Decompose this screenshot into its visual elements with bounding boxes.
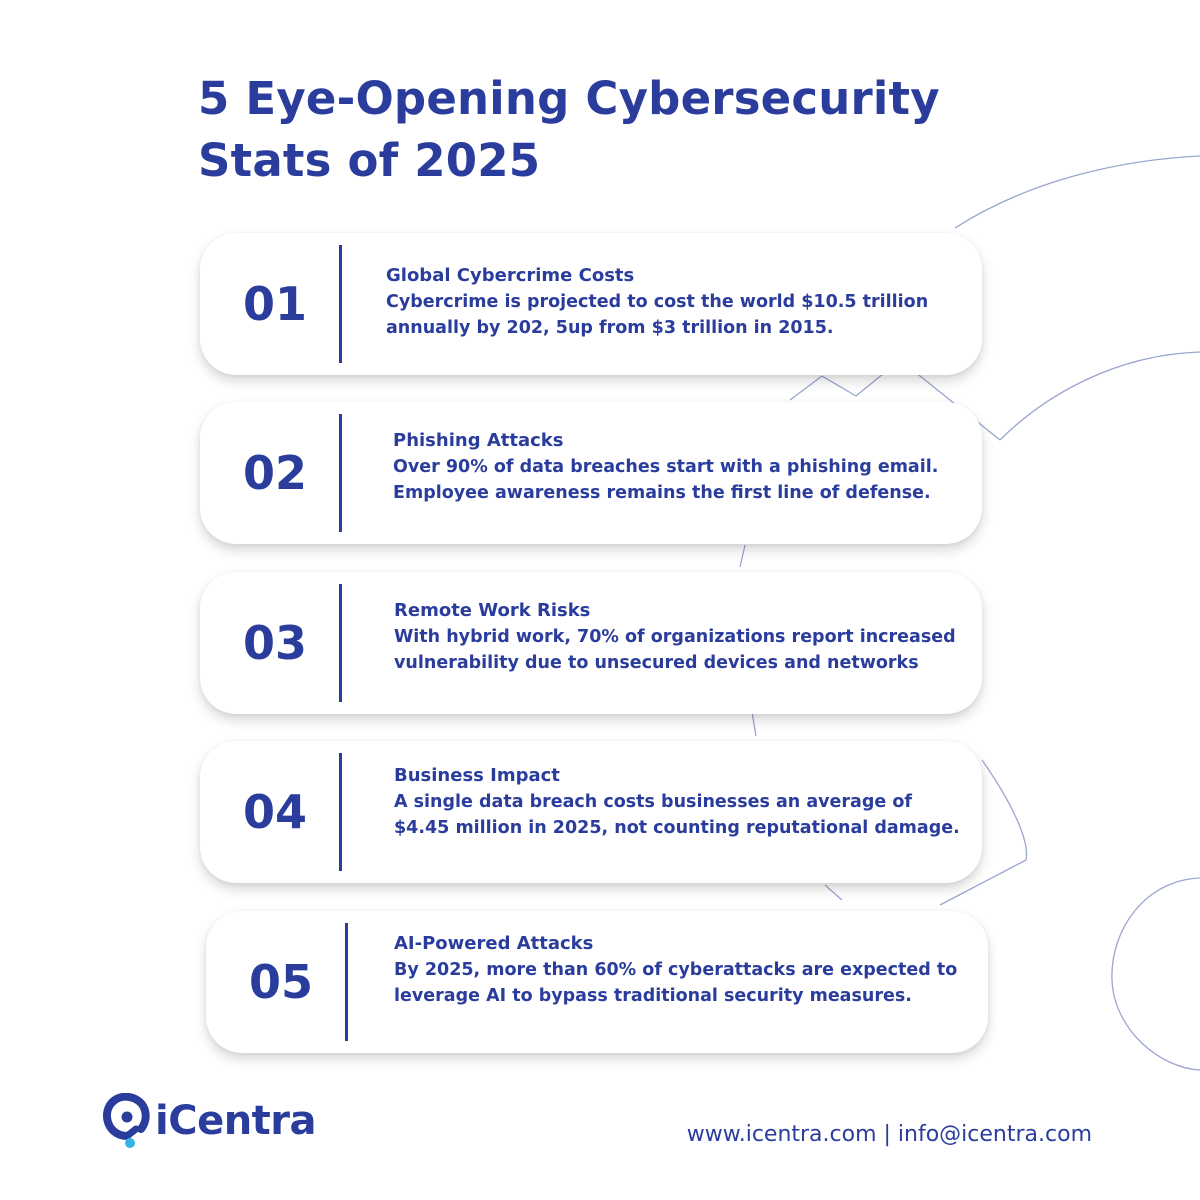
stat-number: 02 bbox=[242, 446, 307, 500]
stat-number: 01 bbox=[242, 277, 307, 331]
stat-heading: Phishing Attacks bbox=[393, 430, 564, 451]
card-divider bbox=[339, 753, 342, 871]
stat-card: 05 AI-Powered Attacks By 2025, more than… bbox=[206, 911, 988, 1053]
stat-description: A single data breach costs businesses an… bbox=[394, 792, 960, 838]
brand-logo: iCentra bbox=[103, 1093, 317, 1149]
contact-info: www.icentra.com | info@icentra.com bbox=[686, 1122, 1092, 1147]
stat-heading: Business Impact bbox=[394, 765, 560, 786]
stat-card: 04 Business Impact A single data breach … bbox=[200, 741, 982, 883]
stat-description: Over 90% of data breaches start with a p… bbox=[393, 457, 939, 503]
page-title: 5 Eye-Opening Cybersecurity Stats of 202… bbox=[198, 72, 940, 187]
stat-heading: Remote Work Risks bbox=[394, 600, 591, 621]
stat-description: With hybrid work, 70% of organizations r… bbox=[394, 627, 956, 673]
stat-description: Cybercrime is projected to cost the worl… bbox=[386, 292, 929, 338]
brand-name: iCentra bbox=[155, 1098, 317, 1144]
stat-number: 03 bbox=[242, 616, 307, 670]
stat-number: 04 bbox=[242, 785, 307, 839]
stat-heading: Global Cybercrime Costs bbox=[386, 265, 635, 286]
stat-card: 01 Global Cybercrime Costs Cybercrime is… bbox=[200, 233, 982, 375]
stat-card: 02 Phishing Attacks Over 90% of data bre… bbox=[200, 402, 982, 544]
icentra-logo-icon bbox=[103, 1093, 150, 1148]
card-divider bbox=[339, 414, 342, 532]
stat-description: By 2025, more than 60% of cyberattacks a… bbox=[394, 960, 958, 1006]
stat-number: 05 bbox=[248, 955, 313, 1009]
stat-heading: AI-Powered Attacks bbox=[394, 933, 594, 954]
stat-card: 03 Remote Work Risks With hybrid work, 7… bbox=[200, 572, 982, 714]
card-divider bbox=[339, 245, 342, 363]
card-divider bbox=[345, 923, 348, 1041]
card-divider bbox=[339, 584, 342, 702]
